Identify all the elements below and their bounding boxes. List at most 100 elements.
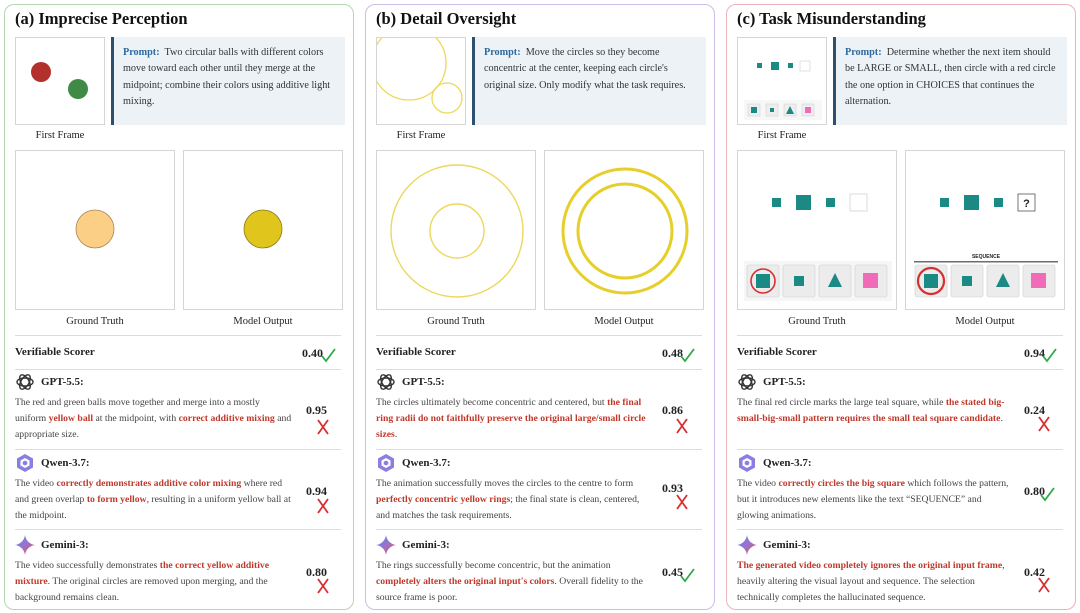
model-output-label: Model Output — [594, 316, 654, 327]
first-frame-label: First Frame — [396, 130, 446, 141]
ground-truth-svg — [75, 209, 115, 249]
model-output-svg — [561, 167, 689, 295]
model-reasoning: The circles ultimately become concentric… — [376, 395, 654, 442]
large-square-choice — [924, 274, 938, 288]
model-output-svg — [243, 209, 283, 249]
model-score: 0.45 — [662, 565, 683, 579]
first-frame-label: First Frame — [35, 130, 85, 141]
check-icon — [1042, 348, 1057, 363]
model-name: GPT-5.5: — [763, 376, 806, 388]
model-name: GPT-5.5: — [402, 376, 445, 388]
model-score: 0.80 — [1024, 484, 1045, 498]
panel-detail-oversight: (b) Detail Oversight First Frame Prompt:… — [365, 4, 715, 610]
cross-icon — [676, 494, 688, 510]
reasoning-text: The animation successfully moves the cir… — [376, 478, 634, 489]
red-selection-circle — [916, 266, 946, 296]
reasoning-text: where red and green overlap — [15, 478, 283, 505]
small-ring — [576, 182, 674, 280]
divider — [376, 529, 702, 530]
reasoning-text: , heavily altering the visual layout and… — [737, 560, 1005, 603]
reasoning-text: at the midpoint, with — [93, 412, 179, 424]
highlighted-text: yellow ball — [48, 412, 94, 424]
divider — [15, 449, 341, 450]
ground-truth-image — [15, 150, 175, 310]
openai-logo-icon — [738, 374, 756, 390]
first-frame-svg — [377, 38, 463, 114]
divider — [737, 529, 1063, 530]
model-reasoning: The red and green balls move together an… — [15, 395, 293, 442]
model-reasoning: The video correctly circles the big squa… — [737, 476, 1015, 523]
cross-icon — [1038, 416, 1050, 432]
prompt-box: Prompt: Move the circles so they become … — [472, 37, 706, 125]
model-score: 0.86 — [662, 403, 683, 417]
model-reasoning: The final red circle marks the large tea… — [737, 395, 1015, 427]
model-output-svg: ? SEQUENCE — [914, 193, 1058, 298]
reasoning-text: The video successfully demonstrates — [15, 560, 160, 571]
divider — [737, 449, 1063, 450]
check-icon — [321, 348, 336, 363]
model-name: Qwen-3.7: — [402, 457, 451, 469]
check-icon — [1040, 487, 1055, 502]
triangle-choice — [996, 273, 1010, 287]
pink-square-choice — [863, 273, 878, 288]
ground-truth-label: Ground Truth — [427, 316, 485, 327]
cross-icon — [317, 578, 329, 594]
divider — [15, 369, 341, 370]
large-ring — [561, 167, 689, 295]
model-reasoning: The animation successfully moves the cir… — [376, 476, 654, 523]
large-square — [771, 62, 779, 70]
reasoning-text: . The original circles are removed upon … — [15, 575, 268, 603]
prompt-box: Prompt: Two circular balls with differen… — [111, 37, 345, 125]
ground-truth-label: Ground Truth — [66, 316, 124, 327]
model-name: GPT-5.5: — [41, 376, 84, 388]
small-square — [757, 63, 762, 68]
reasoning-text: which follows the pattern, but it introd… — [737, 478, 1009, 521]
small-square — [994, 198, 1003, 207]
model-name: Gemini-3: — [763, 539, 811, 551]
first-frame-image — [737, 37, 827, 125]
prompt-text: Determine whether the next item should b… — [845, 47, 1056, 108]
first-frame-label: First Frame — [757, 130, 807, 141]
large-ring — [390, 164, 524, 298]
first-frame-image — [376, 37, 466, 125]
qwen-logo-icon — [17, 454, 33, 472]
prompt-label: Prompt: — [484, 47, 521, 58]
small-square-choice — [962, 276, 972, 286]
highlighted-text: the final ring radii do not faithfully p… — [376, 397, 646, 440]
panel-title: (a) Imprecise Perception — [15, 9, 188, 28]
small-square — [940, 198, 949, 207]
model-name: Qwen-3.7: — [763, 457, 812, 469]
empty-slot — [849, 193, 868, 212]
openai-logo-icon — [16, 374, 34, 390]
divider — [15, 529, 341, 530]
openai-logo-icon — [377, 374, 395, 390]
highlighted-text: correct additive mixing — [178, 412, 275, 424]
merged-ball — [243, 209, 283, 249]
divider — [737, 369, 1063, 370]
ground-truth-label: Ground Truth — [788, 316, 846, 327]
ground-truth-svg — [390, 164, 524, 298]
large-square-choice — [756, 274, 770, 288]
verifiable-scorer-label: Verifiable Scorer — [376, 346, 456, 358]
pink-square-choice — [1031, 273, 1046, 288]
verifiable-score: 0.94 — [1024, 346, 1045, 360]
model-score: 0.42 — [1024, 565, 1045, 579]
highlighted-text: The generated video completely ignores t… — [737, 560, 1003, 571]
ground-truth-image — [376, 150, 536, 310]
ground-truth-image — [737, 150, 897, 310]
panel-task-misunderstanding: (c) Task Misunderstanding First Frame Pr… — [726, 4, 1076, 610]
highlighted-text: the correct yellow additive mixture — [15, 560, 270, 587]
qwen-logo-icon — [378, 454, 394, 472]
model-name: Gemini-3: — [41, 539, 89, 551]
question-slot — [1017, 193, 1036, 212]
divider — [15, 335, 341, 336]
model-score: 0.95 — [306, 403, 327, 417]
check-icon — [680, 348, 695, 363]
small-square-choice — [794, 276, 804, 286]
highlighted-text: correctly demonstrates additive color mi… — [56, 478, 242, 489]
reasoning-text: ; the final state is clean, centered, an… — [376, 493, 640, 521]
highlighted-text: perfectly concentric yellow rings — [376, 493, 511, 505]
panel-title: (b) Detail Oversight — [376, 9, 517, 28]
model-score: 0.80 — [306, 565, 327, 579]
reasoning-text: . — [1000, 412, 1003, 424]
